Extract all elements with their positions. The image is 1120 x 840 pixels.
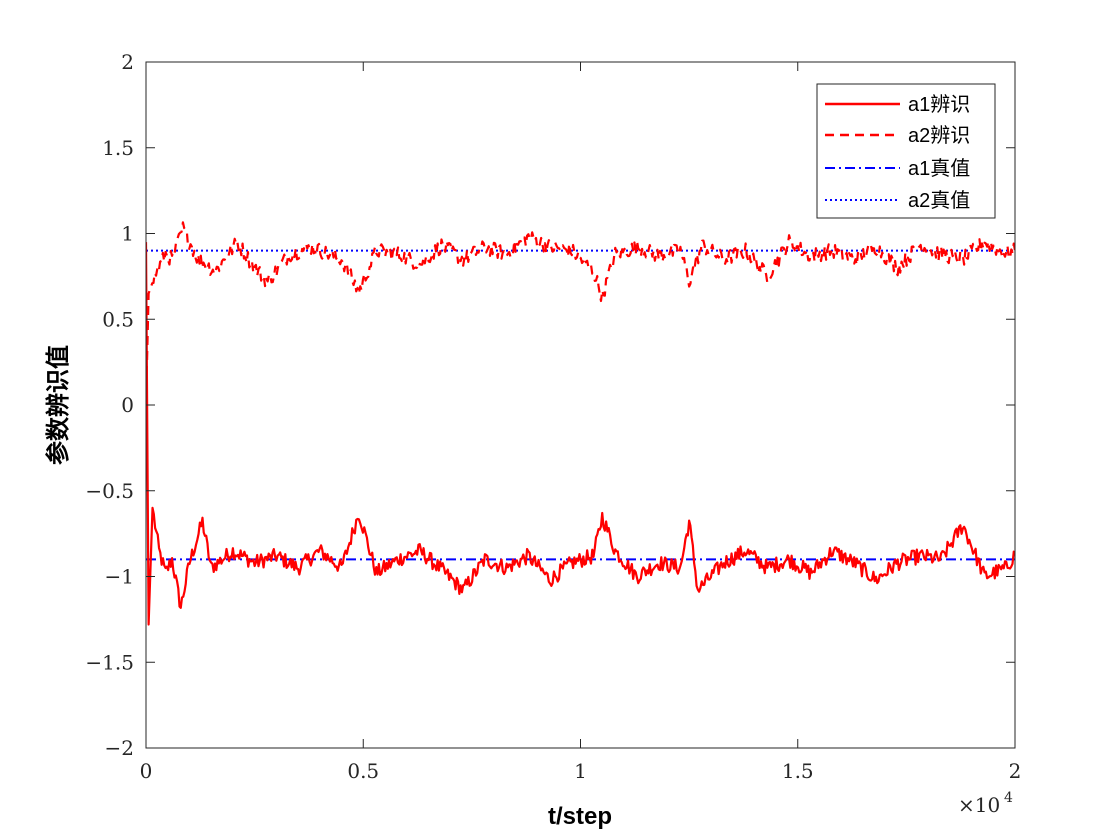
legend-box xyxy=(816,83,996,219)
x-axis-exponent: ×10 4 xyxy=(958,790,1013,817)
legend-label: a2真值 xyxy=(908,189,970,212)
legend: a1辨识 a2辨识 a1真值 a2真值 xyxy=(816,83,996,219)
y-tick-label: 1 xyxy=(121,222,134,246)
x-tick-label: 1.5 xyxy=(782,759,814,783)
y-tick-label: −2 xyxy=(105,736,134,760)
legend-entry: a2真值 xyxy=(825,189,970,212)
x-tick-label: 1 xyxy=(574,759,587,783)
x-tick-label: 2 xyxy=(1009,759,1022,783)
series-line-2 xyxy=(146,221,1015,406)
y-tick-label: 2 xyxy=(121,50,134,74)
legend-label: a1真值 xyxy=(908,157,970,180)
y-tick-label: 1.5 xyxy=(102,136,134,160)
ticks-layer: 0 0.5 1 1.5 2 −2 −1.5 −1 −0.5 0 0.5 1 1.5 2 xyxy=(85,50,1021,783)
y-axis-label: 参数辨识值 xyxy=(44,345,72,465)
x-axis-label: t/step xyxy=(548,803,612,830)
legend-label: a2辨识 xyxy=(908,124,970,147)
x-exponent-base: ×10 xyxy=(958,793,1000,817)
series-line-1 xyxy=(146,242,1015,626)
y-tick-label: −1 xyxy=(105,565,134,589)
x-exponent-power: 4 xyxy=(1004,790,1013,806)
x-tick-label: 0 xyxy=(140,759,153,783)
y-tick-label: 0 xyxy=(121,393,134,417)
legend-entry: a1真值 xyxy=(825,157,970,180)
legend-entry: a2辨识 xyxy=(825,124,970,147)
y-tick-label: 0.5 xyxy=(102,307,134,331)
legend-label: a1辨识 xyxy=(908,93,970,116)
y-tick-label: −1.5 xyxy=(85,650,134,674)
y-tick-label: −0.5 xyxy=(85,479,134,503)
legend-entry: a1辨识 xyxy=(825,93,970,116)
x-tick-label: 0.5 xyxy=(347,759,379,783)
series-layer xyxy=(146,221,1015,626)
